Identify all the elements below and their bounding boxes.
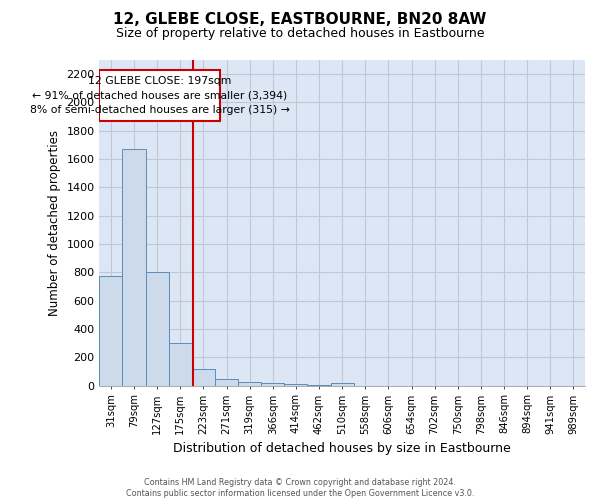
Text: 12 GLEBE CLOSE: 197sqm
← 91% of detached houses are smaller (3,394)
8% of semi-d: 12 GLEBE CLOSE: 197sqm ← 91% of detached… xyxy=(29,76,289,115)
Bar xyxy=(284,384,307,386)
Text: Contains HM Land Registry data © Crown copyright and database right 2024.
Contai: Contains HM Land Registry data © Crown c… xyxy=(126,478,474,498)
Bar xyxy=(169,343,192,386)
Y-axis label: Number of detached properties: Number of detached properties xyxy=(47,130,61,316)
Bar xyxy=(331,382,354,386)
Text: 12, GLEBE CLOSE, EASTBOURNE, BN20 8AW: 12, GLEBE CLOSE, EASTBOURNE, BN20 8AW xyxy=(113,12,487,28)
X-axis label: Distribution of detached houses by size in Eastbourne: Distribution of detached houses by size … xyxy=(173,442,511,455)
Bar xyxy=(100,276,122,386)
Bar xyxy=(307,385,331,386)
Bar xyxy=(238,382,261,386)
Bar xyxy=(192,368,215,386)
FancyBboxPatch shape xyxy=(100,70,220,121)
Bar xyxy=(122,149,146,386)
Bar xyxy=(215,380,238,386)
Text: Size of property relative to detached houses in Eastbourne: Size of property relative to detached ho… xyxy=(116,28,484,40)
Bar xyxy=(261,383,284,386)
Bar xyxy=(146,272,169,386)
